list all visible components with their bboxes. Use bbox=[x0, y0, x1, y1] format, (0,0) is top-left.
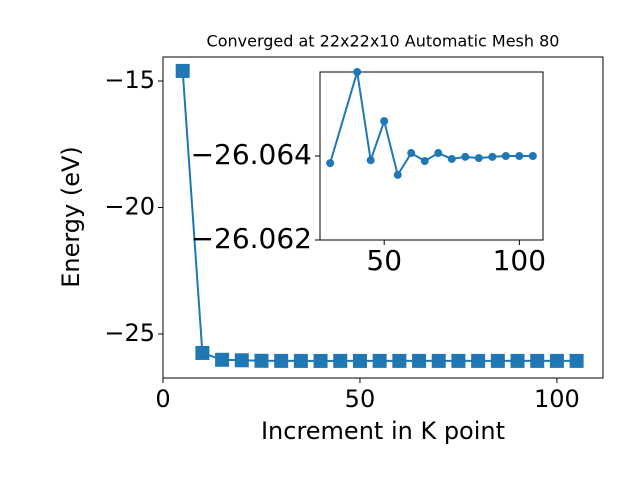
y-axis-label: Energy (eV) bbox=[57, 146, 85, 288]
marker bbox=[175, 63, 190, 78]
marker bbox=[353, 68, 362, 76]
marker bbox=[215, 352, 230, 367]
marker bbox=[515, 152, 524, 160]
marker bbox=[274, 353, 289, 368]
chart-title: Converged at 22x22x10 Automatic Mesh 80 bbox=[207, 32, 560, 51]
marker bbox=[451, 353, 466, 368]
marker bbox=[530, 353, 545, 368]
marker bbox=[372, 353, 387, 368]
y-tick-label: −15 bbox=[104, 66, 155, 94]
marker bbox=[501, 152, 510, 160]
marker bbox=[434, 149, 443, 158]
y-tick-label: −26.062 bbox=[191, 222, 312, 255]
marker bbox=[420, 157, 429, 166]
marker bbox=[471, 353, 486, 368]
marker bbox=[254, 353, 269, 368]
marker bbox=[366, 156, 375, 165]
marker bbox=[313, 353, 328, 368]
y-tick-label: −20 bbox=[104, 193, 155, 221]
x-tick-label: 0 bbox=[155, 385, 170, 413]
marker bbox=[431, 353, 446, 368]
marker bbox=[474, 154, 483, 163]
x-tick-label: 50 bbox=[366, 244, 402, 277]
marker bbox=[234, 353, 249, 368]
marker bbox=[569, 353, 584, 368]
marker bbox=[461, 152, 470, 161]
marker bbox=[510, 353, 525, 368]
x-axis-label: Increment in K point bbox=[261, 417, 505, 445]
marker bbox=[528, 152, 537, 160]
marker bbox=[392, 353, 407, 368]
x-tick-label: 50 bbox=[345, 385, 376, 413]
marker bbox=[407, 149, 416, 158]
y-tick-label: −25 bbox=[104, 319, 155, 347]
marker bbox=[195, 345, 210, 360]
x-tick-label: 100 bbox=[534, 385, 580, 413]
marker bbox=[488, 152, 497, 161]
x-tick-label: 100 bbox=[493, 244, 546, 277]
marker bbox=[380, 117, 389, 126]
marker bbox=[447, 154, 456, 163]
marker bbox=[549, 353, 564, 368]
marker bbox=[393, 170, 402, 179]
marker bbox=[326, 159, 335, 168]
marker bbox=[333, 353, 348, 368]
marker bbox=[293, 353, 308, 368]
marker bbox=[412, 353, 427, 368]
y-tick-label: −26.064 bbox=[191, 138, 312, 171]
marker bbox=[352, 353, 367, 368]
marker bbox=[490, 353, 505, 368]
